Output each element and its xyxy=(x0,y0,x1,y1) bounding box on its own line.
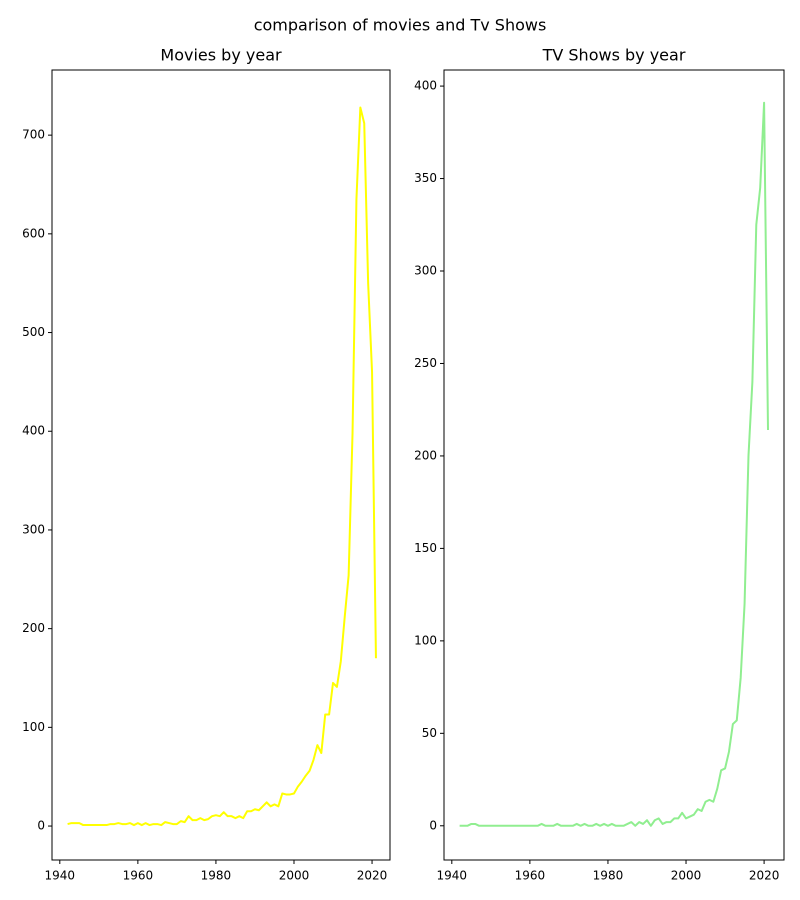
y-tick-label: 600 xyxy=(22,226,45,240)
x-tick-label: 1940 xyxy=(437,869,468,883)
data-line xyxy=(459,101,769,827)
y-tick-label: 100 xyxy=(22,720,45,734)
y-tick-label: 300 xyxy=(22,522,45,536)
y-tick-label: 0 xyxy=(37,819,45,833)
x-tick-label: 1960 xyxy=(515,869,546,883)
y-tick-label: 400 xyxy=(22,424,45,438)
x-tick-label: 2020 xyxy=(749,869,780,883)
x-tick-label: 2020 xyxy=(357,869,388,883)
data-line xyxy=(67,106,377,827)
y-tick-label: 200 xyxy=(414,448,437,462)
figure-title: comparison of movies and Tv Shows xyxy=(254,16,547,35)
x-tick-label: 1960 xyxy=(123,869,154,883)
y-tick-label: 200 xyxy=(22,621,45,635)
subplot-title: TV Shows by year xyxy=(542,46,686,65)
y-tick-label: 700 xyxy=(22,128,45,142)
y-tick-label: 0 xyxy=(429,818,437,832)
y-tick-label: 100 xyxy=(414,633,437,647)
axes-frame xyxy=(51,69,391,861)
y-tick-label: 250 xyxy=(414,356,437,370)
y-tick-label: 150 xyxy=(414,541,437,555)
x-tick-label: 1940 xyxy=(45,869,76,883)
y-tick-label: 300 xyxy=(414,264,437,278)
y-tick-label: 350 xyxy=(414,171,437,185)
x-tick-label: 2000 xyxy=(671,869,702,883)
axes-frame xyxy=(443,69,785,861)
x-tick-label: 1980 xyxy=(201,869,232,883)
subplot-title: Movies by year xyxy=(160,46,282,65)
y-tick-label: 50 xyxy=(422,726,437,740)
x-tick-label: 1980 xyxy=(593,869,624,883)
y-tick-label: 400 xyxy=(414,79,437,93)
y-tick-label: 500 xyxy=(22,325,45,339)
x-tick-label: 2000 xyxy=(279,869,310,883)
